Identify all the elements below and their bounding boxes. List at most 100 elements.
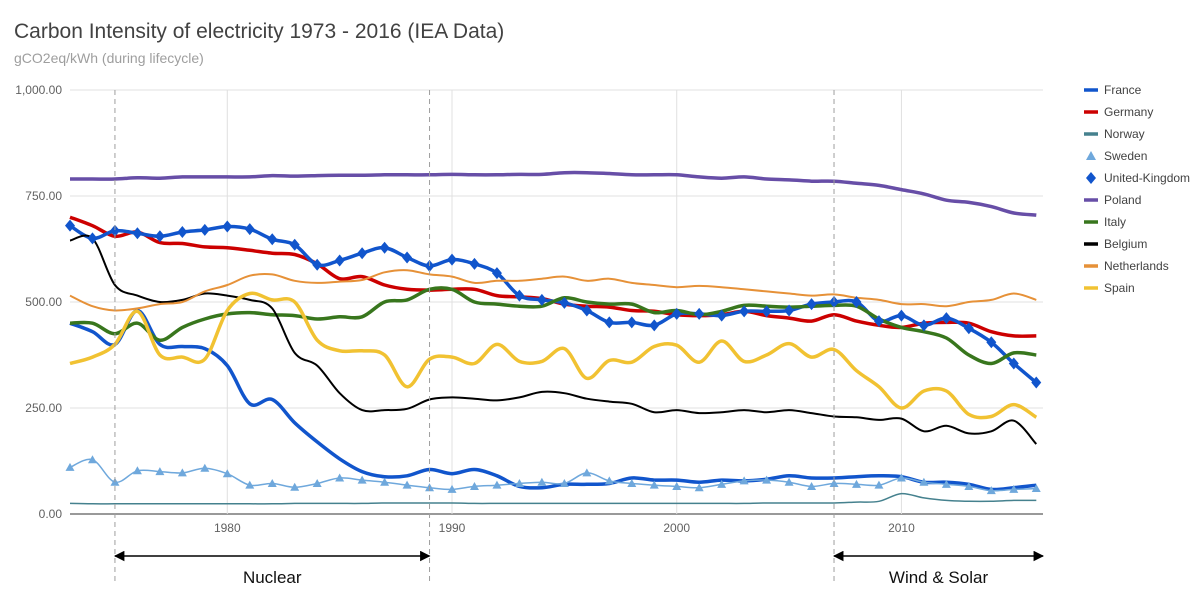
legend-label-italy: Italy: [1104, 215, 1126, 229]
point-sweden: [447, 484, 457, 493]
x-tick-label: 1990: [439, 521, 466, 535]
point-sweden: [672, 481, 682, 490]
point-united-kingdom: [177, 226, 188, 239]
point-sweden: [784, 477, 794, 486]
point-sweden: [762, 475, 772, 484]
point-sweden: [222, 469, 232, 478]
point-sweden: [357, 475, 367, 484]
series-markers: [65, 219, 1042, 495]
point-united-kingdom: [581, 304, 592, 317]
point-united-kingdom: [896, 309, 907, 322]
point-united-kingdom: [694, 307, 705, 320]
point-united-kingdom: [109, 224, 120, 237]
series-line-france: [69, 308, 1037, 492]
y-tick-label: 250.00: [25, 401, 62, 415]
point-sweden: [65, 462, 75, 471]
y-tick-label: 0.00: [39, 507, 63, 521]
series-line-netherlands: [69, 269, 1037, 312]
point-sweden: [851, 479, 861, 488]
point-united-kingdom: [357, 247, 368, 260]
point-united-kingdom: [267, 233, 278, 246]
point-united-kingdom: [87, 232, 98, 245]
y-tick-label: 500.00: [25, 295, 62, 309]
point-united-kingdom: [604, 316, 615, 329]
point-united-kingdom: [469, 257, 480, 270]
legend: France Germany Norway Sweden United-Kingdom P…: [1084, 83, 1190, 295]
point-united-kingdom: [1008, 357, 1019, 370]
annotation-label: Nuclear: [243, 568, 302, 587]
legend-swatch-united-kingdom: [1086, 172, 1096, 184]
point-sweden: [335, 473, 345, 482]
legend-label-united-kingdom: United-Kingdom: [1104, 171, 1190, 185]
legend-label-france: France: [1104, 83, 1142, 97]
point-united-kingdom: [963, 322, 974, 335]
point-united-kingdom: [1031, 376, 1042, 389]
point-sweden: [267, 478, 277, 487]
point-sweden: [245, 480, 255, 489]
legend-label-germany: Germany: [1104, 105, 1153, 119]
point-sweden: [627, 478, 637, 487]
series-line-norway: [69, 492, 1037, 505]
point-sweden: [739, 476, 749, 485]
point-united-kingdom: [244, 223, 255, 236]
point-sweden: [559, 478, 569, 487]
point-united-kingdom: [514, 289, 525, 302]
series-line-poland: [70, 170, 1037, 217]
legend-label-norway: Norway: [1104, 127, 1145, 141]
x-tick-label: 1980: [214, 521, 241, 535]
point-united-kingdom: [379, 241, 390, 254]
point-sweden: [964, 481, 974, 490]
point-united-kingdom: [671, 307, 682, 320]
y-axis-ticks: 0.00 250.00 500.00 750.00 1,000.00: [15, 83, 62, 521]
point-sweden: [1031, 484, 1041, 493]
point-sweden: [896, 473, 906, 482]
point-united-kingdom: [447, 253, 458, 266]
point-united-kingdom: [154, 230, 165, 243]
point-united-kingdom: [649, 319, 660, 332]
point-sweden: [919, 477, 929, 486]
point-sweden: [380, 477, 390, 486]
point-sweden: [290, 482, 300, 491]
series-line-spain: [69, 291, 1038, 420]
point-sweden: [537, 477, 547, 486]
x-axis-ticks: 1980 1990 2000 2010: [214, 521, 915, 535]
legend-label-spain: Spain: [1104, 281, 1135, 295]
point-sweden: [177, 468, 187, 477]
legend-label-belgium: Belgium: [1104, 237, 1147, 251]
series-line-belgium: [69, 234, 1038, 445]
x-tick-label: 2010: [888, 521, 915, 535]
point-united-kingdom: [918, 319, 929, 332]
point-united-kingdom: [873, 315, 884, 328]
point-united-kingdom: [312, 258, 323, 271]
legend-label-netherlands: Netherlands: [1104, 259, 1169, 273]
legend-label-poland: Poland: [1104, 193, 1141, 207]
point-united-kingdom: [402, 251, 413, 264]
point-sweden: [717, 479, 727, 488]
point-united-kingdom: [199, 223, 210, 236]
point-united-kingdom: [65, 219, 75, 232]
point-united-kingdom: [536, 293, 547, 306]
point-united-kingdom: [784, 304, 795, 317]
annotation-label: Wind & Solar: [889, 568, 989, 587]
y-tick-label: 750.00: [25, 189, 62, 203]
point-united-kingdom: [334, 254, 345, 267]
point-united-kingdom: [941, 312, 952, 325]
point-sweden: [694, 483, 704, 492]
point-sweden: [132, 466, 142, 475]
legend-label-sweden: Sweden: [1104, 149, 1147, 163]
point-united-kingdom: [289, 238, 300, 251]
point-united-kingdom: [739, 305, 750, 318]
point-sweden: [874, 480, 884, 489]
chart-title: Carbon Intensity of electricity 1973 - 2…: [14, 20, 505, 43]
point-sweden: [604, 476, 614, 485]
y-tick-label: 1,000.00: [15, 83, 62, 97]
point-united-kingdom: [761, 305, 772, 318]
chart-subtitle: gCO2eq/kWh (during lifecycle): [14, 50, 204, 66]
point-united-kingdom: [222, 220, 233, 233]
point-sweden: [1009, 484, 1019, 493]
legend-swatch-sweden: [1086, 151, 1096, 160]
point-sweden: [986, 486, 996, 495]
series-lines: [69, 170, 1038, 505]
point-united-kingdom: [491, 267, 502, 280]
point-united-kingdom: [806, 298, 817, 311]
